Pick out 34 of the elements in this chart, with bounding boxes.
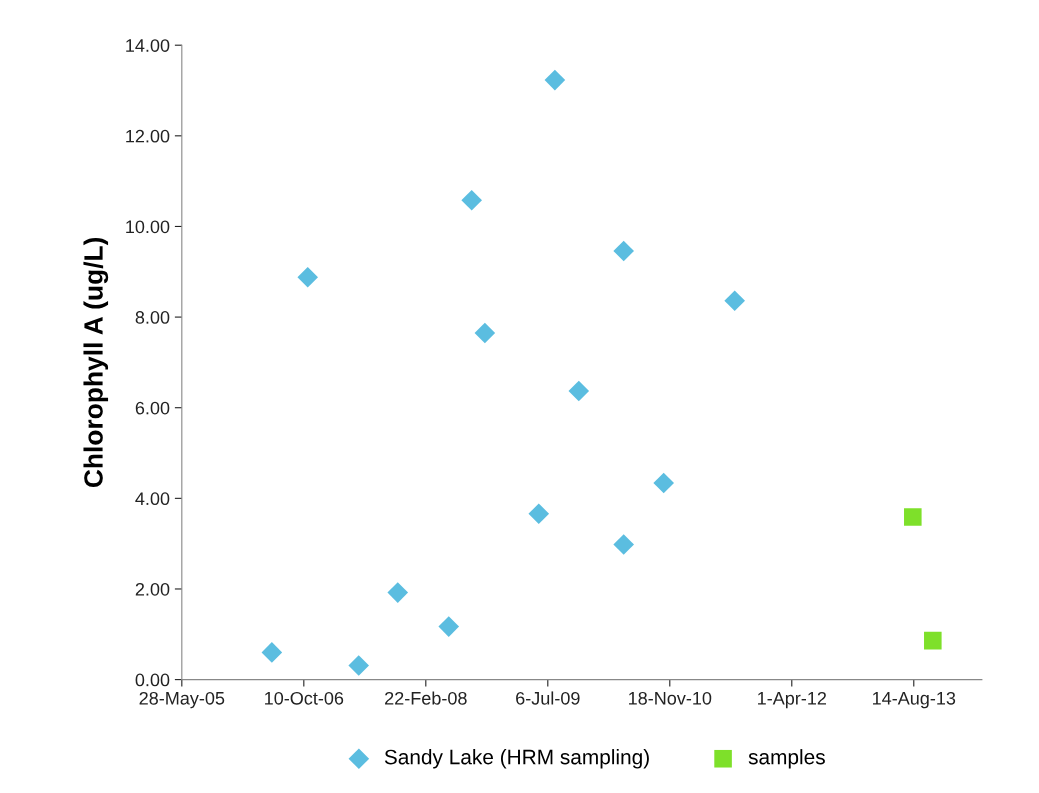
y-axis-title: Chlorophyll A (ug/L): [83, 237, 109, 488]
legend-label: Sandy Lake (HRM sampling): [384, 749, 649, 769]
x-tick-label: 6-Jul-09: [516, 691, 580, 705]
point: [297, 266, 319, 288]
y-tick-label: 12.00: [126, 129, 170, 143]
y-tick-label: 6.00: [135, 401, 170, 415]
point: [544, 69, 566, 91]
point: [528, 503, 550, 525]
x-tick-label: 18-Nov-10: [629, 691, 712, 705]
y-tick-label: 8.00: [135, 311, 170, 324]
point: [653, 472, 674, 494]
point: [924, 631, 942, 650]
x-tick-label: 14-Aug-13: [873, 691, 956, 709]
point: [904, 508, 922, 526]
y-tick-label: 2.00: [135, 582, 170, 596]
point: [438, 616, 460, 637]
point: [568, 380, 590, 402]
point: [348, 655, 370, 676]
y-tick-label: 0.00: [135, 673, 170, 687]
x-tick-label: 28-May-05: [139, 691, 225, 709]
point: [387, 582, 409, 603]
point: [261, 642, 283, 663]
point: [724, 290, 745, 312]
point: [461, 189, 482, 211]
x-tick-label: 22-Feb-08: [385, 691, 467, 705]
y-tick-label: 4.00: [135, 492, 170, 506]
y-tick-label: 14.00: [126, 39, 170, 52]
point: [613, 240, 634, 262]
point: [613, 534, 634, 555]
x-tick-label: 10-Oct-06: [265, 691, 344, 705]
point: [474, 322, 496, 344]
x-tick-label: 1-Apr-12: [758, 691, 827, 709]
y-tick-label: 10.00: [126, 220, 170, 234]
legend-label: samples: [748, 749, 825, 769]
